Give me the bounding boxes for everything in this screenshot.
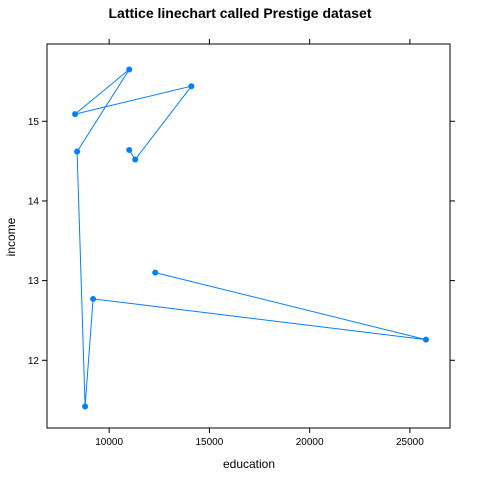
data-point [82, 403, 89, 410]
axis-ticks [42, 39, 455, 433]
x-tick-label: 25000 [396, 437, 424, 448]
axis-tick-labels: 10000 15000 20000 25000 12 13 14 15 [28, 117, 424, 448]
x-axis-label: education [223, 457, 275, 471]
data-point [126, 66, 133, 73]
data-point [74, 148, 81, 155]
data-series [72, 66, 429, 410]
x-tick-label: 10000 [95, 437, 123, 448]
data-point [72, 111, 79, 118]
chart-title: Lattice linechart called Prestige datase… [109, 5, 372, 21]
data-point [152, 269, 159, 276]
data-point [132, 156, 139, 163]
data-point [90, 295, 97, 302]
x-tick-label: 15000 [195, 437, 223, 448]
y-axis-label: income [4, 217, 18, 256]
data-point [422, 336, 429, 343]
data-point [188, 83, 195, 90]
y-tick-label: 13 [28, 276, 40, 287]
y-tick-label: 15 [28, 117, 40, 128]
series-line [74, 69, 427, 407]
y-tick-label: 14 [28, 196, 40, 207]
data-point [126, 146, 133, 153]
y-tick-label: 12 [28, 356, 40, 367]
x-tick-label: 20000 [296, 437, 324, 448]
plot-frame [46, 43, 451, 429]
